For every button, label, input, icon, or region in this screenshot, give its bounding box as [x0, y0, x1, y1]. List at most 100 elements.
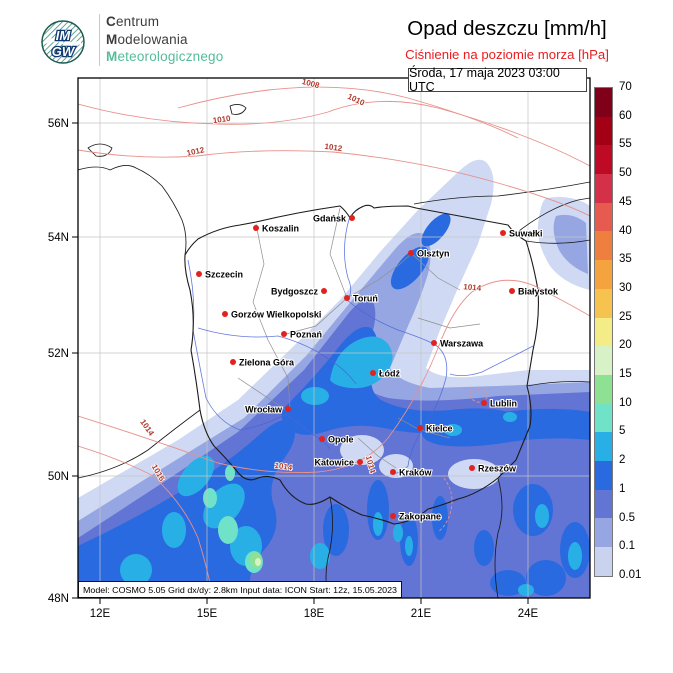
legend-label: 35 — [619, 253, 632, 266]
legend-label: 0.01 — [619, 568, 642, 581]
legend-labels: 70 60 55 50 45 40 35 30 25 20 15 10 5 2 1 0.5 0.1 0.01 — [619, 81, 661, 581]
legend-box — [595, 116, 612, 146]
legend-box — [595, 260, 612, 289]
precip-level-15 — [255, 558, 261, 566]
city-label: Gorzów Wielkopolski — [231, 310, 321, 320]
legend-label: 5 — [619, 425, 626, 438]
isobar-label: 1014 — [274, 461, 293, 472]
logo-text-im: IM — [56, 28, 72, 43]
city-markers: Koszalin Gdańsk Suwałki Olsztyn Szczecin Biał… — [196, 213, 560, 523]
y-axis-label: 48N — [48, 593, 69, 605]
isobar-label: 1014 — [138, 418, 156, 438]
legend-label: 1 — [619, 482, 626, 495]
legend-box — [595, 489, 612, 519]
voivodeship-borders — [237, 207, 481, 469]
legend-label: 15 — [619, 368, 632, 380]
y-axis: 56N 54N 52N 50N 48N — [48, 118, 78, 605]
city-label: Bydgoszcz — [271, 287, 319, 297]
city-dot — [253, 225, 259, 231]
legend-box — [595, 432, 612, 461]
city-dot — [500, 230, 506, 236]
legend-box — [595, 231, 612, 261]
legend-label: 55 — [619, 138, 632, 151]
legend-label: 60 — [619, 109, 632, 122]
page-subtitle: Ciśnienie na poziomie morza [hPa] — [405, 47, 609, 62]
x-axis: 12E 15E 18E 21E 24E — [90, 598, 539, 620]
precipitation-layers — [78, 159, 590, 598]
precip-level-1 — [78, 213, 590, 598]
legend-box — [595, 317, 612, 347]
org-line-2: Modelowania — [106, 31, 188, 47]
legend-label: 10 — [619, 396, 632, 409]
city-dot — [469, 465, 475, 471]
y-axis-label: 52N — [48, 348, 69, 360]
legend-box — [595, 374, 612, 404]
legend-boxes — [594, 87, 613, 577]
model-info-text: Model: COSMO 5.05 Grid dx/dy: 2.8km Inpu… — [83, 585, 397, 595]
city-label: Olsztyn — [417, 249, 450, 259]
header-divider — [99, 14, 100, 66]
city-label: Zielona Góra — [239, 358, 295, 368]
page-title: Opad deszczu [mm/h] — [407, 17, 607, 40]
city-dot — [390, 469, 396, 475]
isobar-label: 1012 — [186, 145, 206, 158]
legend-label: 40 — [619, 224, 632, 237]
isobars — [78, 86, 590, 598]
city-dot — [417, 425, 423, 431]
city-dot — [344, 295, 350, 301]
city-label: Kielce — [426, 424, 453, 434]
city-dot — [370, 370, 376, 376]
city-dot — [281, 331, 287, 337]
city-label: Białystok — [518, 287, 559, 297]
legend-box — [595, 202, 612, 232]
isobar-label: 1010 — [212, 114, 231, 125]
city-dot — [481, 400, 487, 406]
city-dot — [349, 215, 355, 221]
city-dot — [285, 406, 291, 412]
city-dot — [408, 250, 414, 256]
city-label: Rzeszów — [478, 464, 517, 474]
y-axis-label: 50N — [48, 471, 69, 483]
legend-box — [595, 174, 612, 203]
city-label: Katowice — [314, 458, 354, 468]
legend-label: 45 — [619, 195, 632, 208]
city-label: Szczecin — [205, 270, 243, 280]
city-label: Suwałki — [509, 229, 543, 239]
x-axis-label: 24E — [518, 608, 539, 620]
city-dot — [321, 288, 327, 294]
legend-label: 0.5 — [619, 511, 635, 524]
logo-text-gw: GW — [52, 44, 76, 59]
city-label: Poznań — [290, 330, 322, 340]
city-label: Warszawa — [440, 339, 484, 349]
legend-label: 20 — [619, 339, 632, 352]
legend-label: 2 — [619, 454, 626, 467]
city-label: Lublin — [490, 399, 517, 409]
model-info-box — [78, 581, 402, 598]
city-dot — [390, 513, 396, 519]
city-dot — [319, 436, 325, 442]
city-dot — [431, 340, 437, 346]
legend-box — [595, 403, 612, 433]
city-label: Zakopane — [399, 512, 441, 522]
legend-label: 30 — [619, 281, 632, 294]
x-axis-label: 18E — [304, 608, 325, 620]
precip-level-2 — [120, 336, 582, 596]
city-label: Koszalin — [262, 224, 299, 234]
precip-light-pockets — [340, 435, 500, 489]
datetime-box: Środa, 17 maja 2023 03:00 UTC — [408, 66, 587, 94]
y-axis-label: 56N — [48, 118, 69, 130]
isobar-label: 1014 — [463, 282, 482, 293]
org-line-1: Centrum — [106, 14, 160, 29]
geography — [78, 103, 590, 598]
city-dot — [196, 271, 202, 277]
legend-box — [595, 288, 612, 318]
legend-label: 0.1 — [619, 540, 635, 553]
city-dot — [509, 288, 515, 294]
city-label: Gdańsk — [313, 214, 347, 224]
city-label: Wrocław — [245, 405, 283, 415]
city-dot — [230, 359, 236, 365]
city-dot — [222, 311, 228, 317]
org-line-3: Meteorologicznego — [106, 49, 224, 64]
